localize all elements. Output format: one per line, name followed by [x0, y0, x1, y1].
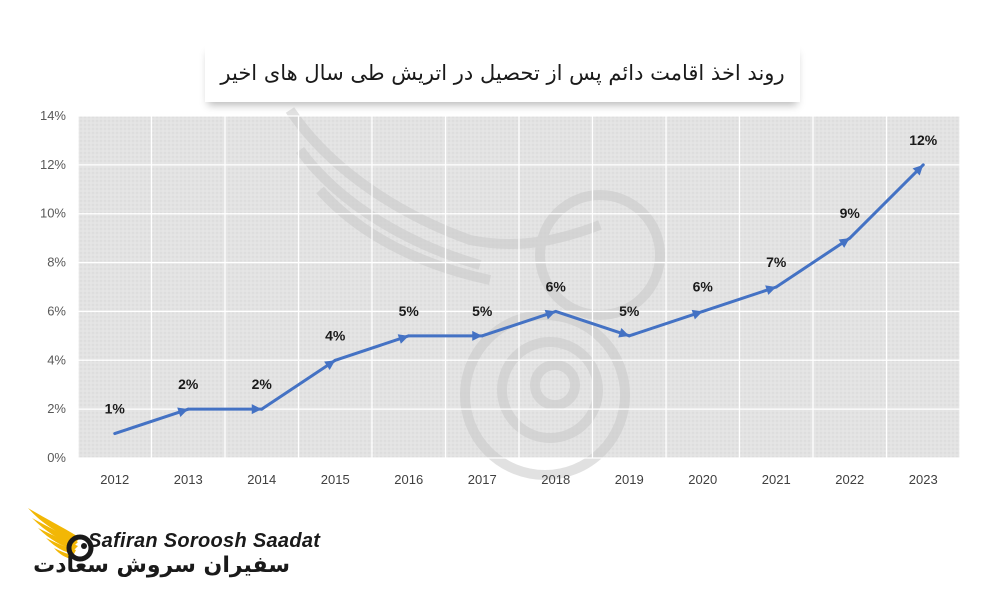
y-tick-label: 4% — [47, 352, 66, 367]
watermark-bird-icon — [285, 107, 665, 480]
data-label: 9% — [840, 205, 861, 221]
chart-title-box: روند اخذ اقامت دائم پس از تحصیل در اتریش… — [205, 44, 800, 102]
x-tick-label: 2012 — [100, 472, 129, 487]
data-label: 12% — [909, 132, 938, 148]
y-tick-label: 0% — [47, 450, 66, 465]
y-tick-label: 12% — [40, 157, 66, 172]
data-point-arrow — [912, 164, 924, 176]
series-segment — [848, 163, 925, 240]
data-point-arrow — [472, 330, 483, 341]
x-tick-label: 2022 — [835, 472, 864, 487]
data-point-arrow — [177, 407, 189, 418]
x-tick-label: 2017 — [468, 472, 497, 487]
series-segment — [333, 334, 411, 362]
data-label: 6% — [546, 278, 567, 294]
data-point-arrow — [251, 404, 262, 415]
data-label: 5% — [399, 303, 420, 319]
data-point-arrow — [838, 238, 850, 248]
x-axis-ticks: 2012 2013 2014 2015 2016 2017 2018 2019 2020 2021… — [100, 472, 937, 487]
x-tick-label: 2019 — [615, 472, 644, 487]
series-segment — [480, 309, 558, 338]
data-point-arrow — [544, 309, 556, 320]
series-segment — [701, 285, 778, 313]
x-tick-label: 2015 — [321, 472, 350, 487]
data-point-arrow — [618, 327, 630, 338]
data-label: 5% — [619, 303, 640, 319]
y-tick-label: 8% — [47, 255, 66, 270]
data-label: 2% — [178, 376, 199, 392]
data-label: 5% — [472, 303, 493, 319]
y-tick-label: 10% — [40, 206, 66, 221]
brand-name-en: Safiran Soroosh Saadat — [88, 530, 321, 552]
x-tick-label: 2023 — [909, 472, 938, 487]
x-tick-label: 2018 — [541, 472, 570, 487]
y-tick-label: 14% — [40, 108, 66, 123]
data-point-arrow — [691, 309, 703, 320]
logo-feather — [32, 518, 78, 546]
series-segment — [627, 309, 705, 338]
x-tick-label: 2016 — [394, 472, 423, 487]
data-label: 4% — [325, 327, 346, 343]
x-tick-label: 2020 — [688, 472, 717, 487]
data-label: 6% — [693, 278, 714, 294]
data-point-arrow — [324, 360, 336, 370]
data-labels: 1% 2% 2% 4% 5% 5% 6% 5% 6% 7% 9% 12% — [105, 132, 938, 417]
series-segment — [774, 236, 852, 289]
data-label: 7% — [766, 254, 787, 270]
y-tick-label: 2% — [47, 401, 66, 416]
x-tick-label: 2021 — [762, 472, 791, 487]
y-axis-ticks: 0% 2% 4% 6% 8% 10% 12% 14% — [40, 108, 66, 465]
y-tick-label: 6% — [47, 303, 66, 318]
series-segment — [554, 309, 631, 338]
series-segment — [113, 407, 190, 436]
x-tick-label: 2014 — [247, 472, 276, 487]
logo-feather — [54, 548, 74, 559]
data-label: 2% — [252, 376, 273, 392]
data-label: 1% — [105, 401, 126, 417]
x-tick-label: 2013 — [174, 472, 203, 487]
logo-feather — [28, 508, 80, 542]
brand-name-fa: سفیران سروش سعادت — [33, 553, 290, 578]
chart-title: روند اخذ اقامت دائم پس از تحصیل در اتریش… — [220, 61, 785, 85]
data-point-arrow — [397, 334, 409, 344]
grid-lines — [77, 115, 961, 459]
series-segment — [260, 358, 337, 411]
winged-bird-icon — [28, 508, 94, 562]
series-line — [113, 163, 925, 436]
data-point-arrow — [765, 285, 777, 295]
